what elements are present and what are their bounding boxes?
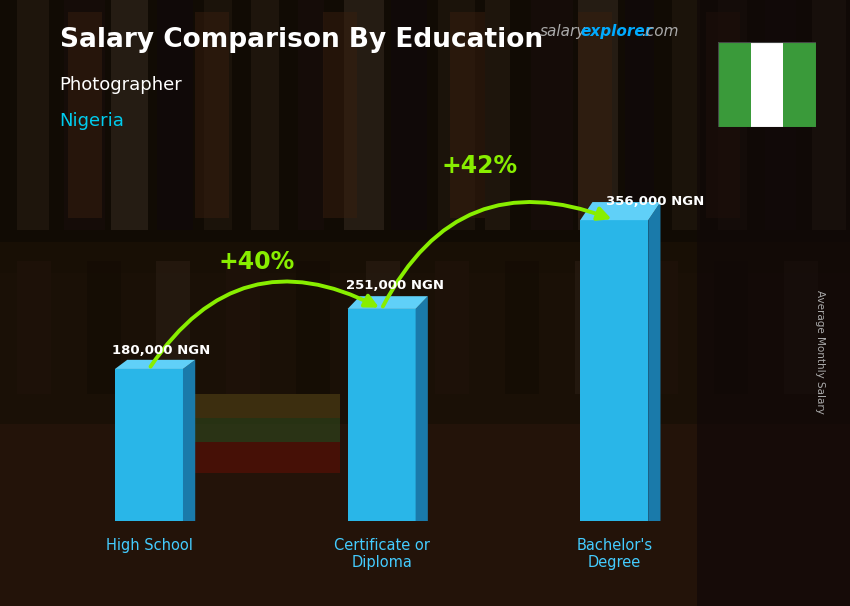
Bar xyxy=(450,12,484,218)
Bar xyxy=(64,0,105,230)
Bar xyxy=(625,0,654,230)
Bar xyxy=(697,0,850,606)
Bar xyxy=(156,261,190,394)
Bar xyxy=(298,0,324,230)
Bar xyxy=(718,42,751,127)
Text: Salary Comparison By Education: Salary Comparison By Education xyxy=(60,27,542,53)
Polygon shape xyxy=(115,369,183,521)
Bar xyxy=(196,12,230,218)
Bar xyxy=(187,394,340,418)
Bar xyxy=(812,0,846,230)
Text: 180,000 NGN: 180,000 NGN xyxy=(111,344,210,357)
Polygon shape xyxy=(348,309,416,521)
Bar xyxy=(0,424,850,606)
Bar xyxy=(17,261,51,394)
Polygon shape xyxy=(115,360,196,369)
Bar xyxy=(110,0,149,230)
Text: Nigeria: Nigeria xyxy=(60,112,124,130)
Bar xyxy=(578,0,618,230)
Polygon shape xyxy=(581,202,660,220)
Bar xyxy=(344,0,384,230)
Text: explorer: explorer xyxy=(581,24,653,39)
Bar xyxy=(438,0,475,230)
Bar xyxy=(751,42,784,127)
Bar xyxy=(391,0,427,230)
Text: Average Monthly Salary: Average Monthly Salary xyxy=(815,290,825,413)
Bar xyxy=(784,261,818,394)
Bar xyxy=(87,261,121,394)
Text: 251,000 NGN: 251,000 NGN xyxy=(346,279,445,292)
Bar xyxy=(531,0,573,230)
Bar xyxy=(435,261,469,394)
Bar xyxy=(505,261,539,394)
Bar xyxy=(578,12,612,218)
Polygon shape xyxy=(649,202,660,521)
Text: Bachelor's
Degree: Bachelor's Degree xyxy=(576,538,652,570)
Polygon shape xyxy=(581,220,649,521)
Bar xyxy=(226,261,260,394)
Bar xyxy=(784,42,816,127)
Bar xyxy=(187,442,340,473)
Bar xyxy=(204,0,232,230)
Bar xyxy=(157,0,193,230)
Polygon shape xyxy=(416,296,428,521)
Text: .com: .com xyxy=(641,24,678,39)
Text: Photographer: Photographer xyxy=(60,76,182,94)
Polygon shape xyxy=(348,296,428,309)
Bar xyxy=(366,261,400,394)
Bar xyxy=(575,261,609,394)
Bar xyxy=(251,0,279,230)
Bar xyxy=(718,0,747,230)
Polygon shape xyxy=(183,360,196,521)
Bar xyxy=(714,261,748,394)
Text: +40%: +40% xyxy=(218,250,294,275)
Text: salary: salary xyxy=(540,24,586,39)
Text: High School: High School xyxy=(105,538,192,553)
Bar xyxy=(484,0,510,230)
Bar xyxy=(17,0,48,230)
Bar xyxy=(296,261,330,394)
Bar xyxy=(0,0,850,273)
Bar xyxy=(672,0,700,230)
Bar xyxy=(323,12,357,218)
Bar xyxy=(765,0,796,230)
Text: Certificate or
Diploma: Certificate or Diploma xyxy=(334,538,429,570)
Text: 356,000 NGN: 356,000 NGN xyxy=(606,195,704,208)
Text: +42%: +42% xyxy=(442,154,518,178)
Bar xyxy=(706,12,740,218)
Bar xyxy=(644,261,678,394)
Bar xyxy=(0,242,850,424)
Bar xyxy=(68,12,102,218)
Bar xyxy=(187,418,340,442)
